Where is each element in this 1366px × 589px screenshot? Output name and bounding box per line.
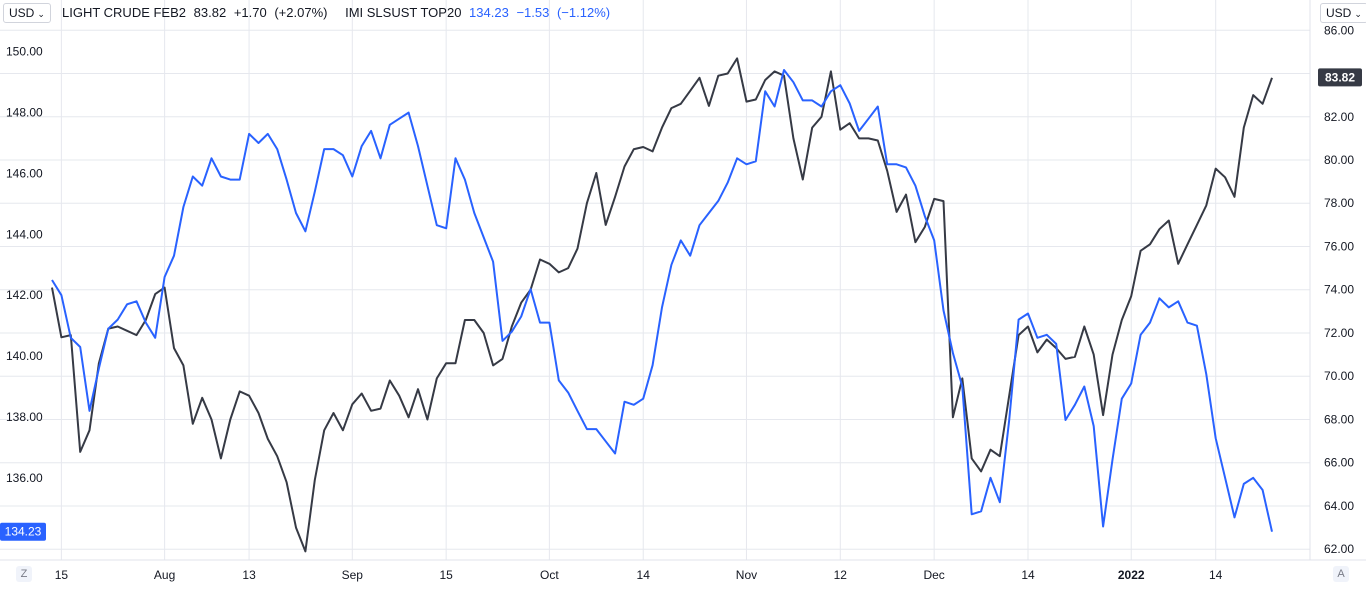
time-axis-tick-label: 15 [55, 568, 69, 582]
currency-label-left: USD [9, 6, 35, 20]
right-axis-tick-label: 68.00 [1324, 412, 1354, 426]
time-axis-tick-label: 14 [1021, 568, 1035, 582]
time-axis-tick-label: 13 [242, 568, 256, 582]
currency-label-right: USD [1326, 6, 1352, 20]
right-axis-tick-label: 66.00 [1324, 456, 1354, 470]
right-axis-tick-label: 78.00 [1324, 196, 1354, 210]
legend-series1-change-pct: (+2.07%) [274, 5, 328, 20]
right-last-value-label: 83.82 [1325, 70, 1355, 84]
series-line-light-crude [51, 57, 1273, 553]
left-price-axis: 136.00 138.00 140.00 142.00 144.00 146.00 148.… [6, 45, 43, 485]
time-axis-tick-label: 14 [637, 568, 651, 582]
right-axis-tick-label: 64.00 [1324, 499, 1354, 513]
left-axis-tick-label: 142.00 [6, 288, 43, 302]
legend-series1-change: +1.70 [233, 5, 267, 20]
left-axis-tick-label: 150.00 [6, 45, 43, 59]
right-axis-tick-label: 80.00 [1324, 153, 1354, 167]
grid-lines [0, 0, 1366, 561]
last-value-labels: 83.82 134.23 [0, 68, 1362, 541]
currency-select-left[interactable]: USD ⌄ [3, 3, 51, 23]
time-axis: 15 Aug 13 Sep 15 Oct 14 Nov 12 Dec 14 2022 14 [55, 568, 1223, 582]
currency-select-right[interactable]: USD ⌄ [1320, 3, 1366, 23]
time-axis-tick-label: Sep [342, 568, 364, 582]
right-axis-tick-label: 62.00 [1324, 542, 1354, 556]
time-axis-tick-label: 14 [1209, 568, 1223, 582]
chevron-down-icon: ⌄ [1354, 9, 1362, 19]
right-axis-tick-label: 86.00 [1324, 23, 1354, 37]
zoom-toggle-button[interactable]: Z [16, 566, 32, 582]
time-axis-tick-label: Oct [540, 568, 559, 582]
left-axis-tick-label: 138.00 [6, 410, 43, 424]
time-axis-tick-label: Dec [923, 568, 944, 582]
right-price-axis: 62.00 64.00 66.00 68.00 70.00 72.00 74.00 76.00… [1324, 23, 1354, 556]
right-last-value-badge [1318, 68, 1362, 87]
time-axis-tick-label: 15 [439, 568, 453, 582]
legend-series2-change-pct: (−1.12%) [556, 5, 611, 20]
left-axis-tick-label: 144.00 [6, 227, 43, 241]
legend-series2-name[interactable]: IMI SLSUST TOP20 [345, 5, 462, 20]
right-axis-tick-label: 74.00 [1324, 283, 1354, 297]
time-axis-tick-label: 2022 [1118, 568, 1145, 582]
right-axis-tick-label: 82.00 [1324, 110, 1354, 124]
series-lines [51, 57, 1273, 553]
series-line-imi-slsust [51, 69, 1273, 532]
legend-series2-change: −1.53 [516, 5, 550, 20]
left-axis-tick-label: 140.00 [6, 349, 43, 363]
right-axis-tick-label: 70.00 [1324, 369, 1354, 383]
left-axis-tick-label: 136.00 [6, 471, 43, 485]
legend-series1-name[interactable]: LIGHT CRUDE FEB2 [62, 5, 187, 20]
chart-legend: LIGHT CRUDE FEB2 83.82 +1.70 (+2.07%) IM… [62, 5, 614, 20]
right-axis-tick-label: 72.00 [1324, 326, 1354, 340]
legend-series2-last: 134.23 [469, 5, 509, 20]
left-last-value-label: 134.23 [5, 525, 42, 539]
left-last-value-badge [0, 522, 46, 541]
time-axis-tick-label: Nov [736, 568, 757, 582]
time-axis-tick-label: Aug [154, 568, 175, 582]
time-axis-tick-label: 12 [834, 568, 848, 582]
auto-scale-button[interactable]: A [1333, 566, 1349, 582]
left-axis-tick-label: 148.00 [6, 106, 43, 120]
left-axis-tick-label: 146.00 [6, 166, 43, 180]
right-axis-tick-label: 76.00 [1324, 239, 1354, 253]
chevron-down-icon: ⌄ [37, 9, 45, 19]
legend-series1-last: 83.82 [193, 5, 227, 20]
